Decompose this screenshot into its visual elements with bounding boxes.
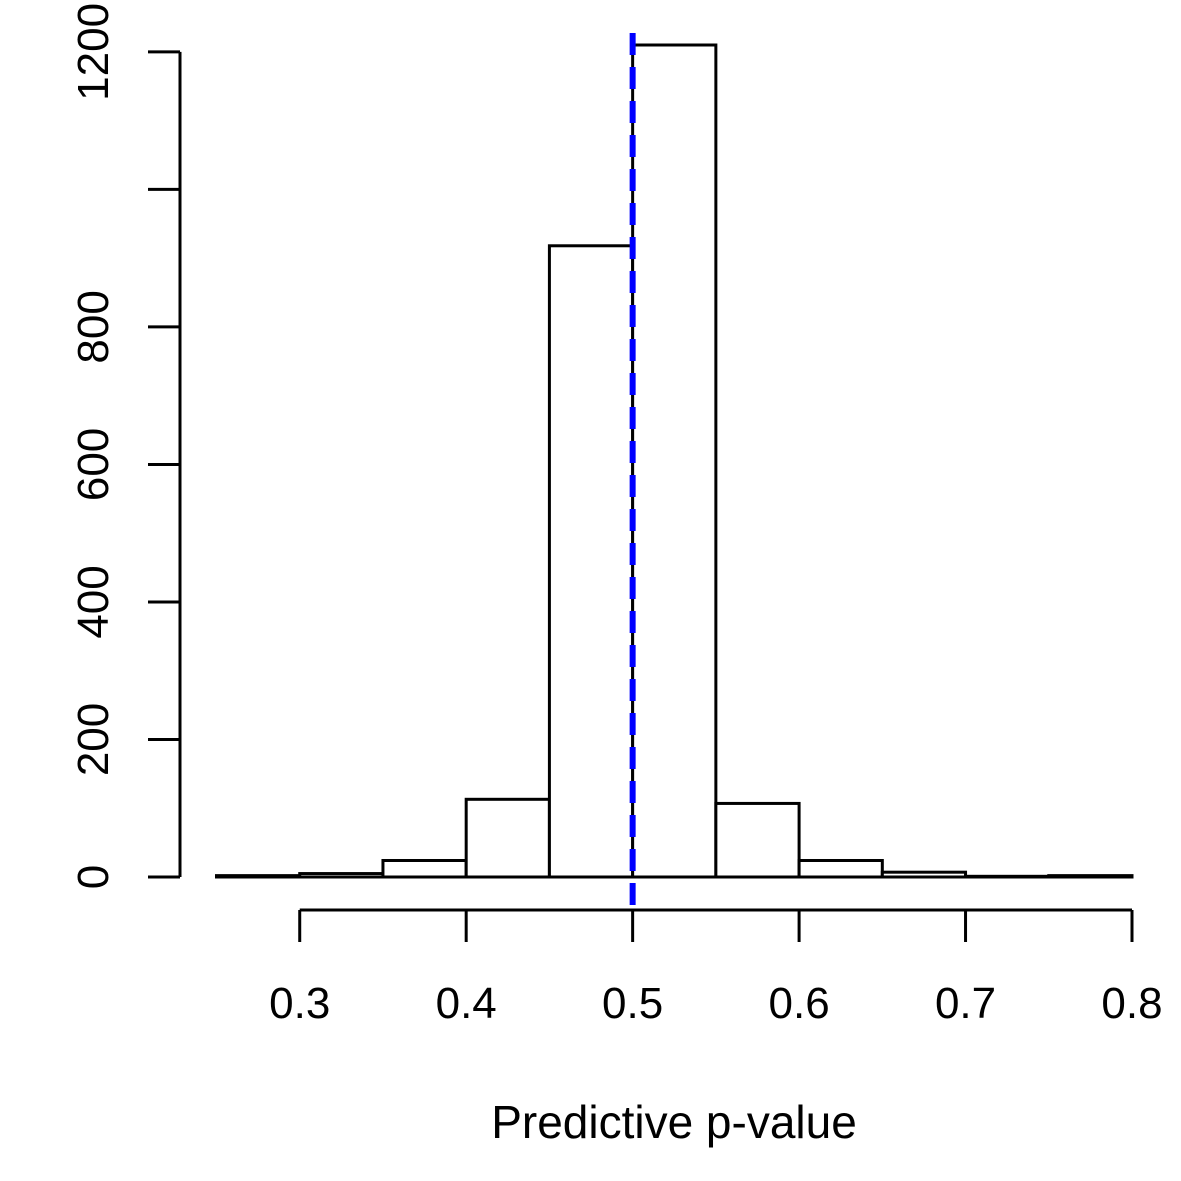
- x-axis-title: Predictive p-value: [491, 1096, 857, 1148]
- y-axis: 0 200 400 600 800 1200: [69, 3, 182, 889]
- y-tick-label-800: 800: [69, 290, 118, 363]
- histogram-bar-3: [464, 797, 551, 879]
- y-tick-label-1200: 1200: [69, 3, 118, 101]
- y-tick-label-600: 600: [69, 428, 118, 501]
- y-tick-label-400: 400: [69, 565, 118, 638]
- histogram-bar-9: [964, 874, 1051, 879]
- x-tick-label-0.6: 0.6: [769, 979, 830, 1028]
- histogram-bar-0: [215, 874, 302, 879]
- x-tick-label-0.4: 0.4: [436, 979, 497, 1028]
- histogram-bar-2: [381, 858, 468, 879]
- histogram-bar-6: [714, 801, 801, 879]
- histogram-bar-1: [298, 872, 385, 879]
- histogram-bars: [215, 43, 1134, 879]
- histogram-bar-10: [1047, 874, 1134, 879]
- histogram-bar-5: [631, 43, 718, 879]
- histogram-bar-7: [797, 858, 884, 879]
- x-tick-label-0.7: 0.7: [935, 979, 996, 1028]
- x-tick-label-0.5: 0.5: [602, 979, 663, 1028]
- x-tick-label-0.8: 0.8: [1101, 979, 1162, 1028]
- histogram-bar-8: [880, 870, 968, 879]
- y-tick-label-200: 200: [69, 703, 118, 776]
- histogram-bar-4: [547, 244, 635, 879]
- x-axis: 0.3 0.4 0.5 0.6 0.7 0.8: [269, 908, 1163, 1028]
- x-tick-label-0.3: 0.3: [269, 979, 330, 1028]
- y-tick-label-0: 0: [69, 865, 118, 889]
